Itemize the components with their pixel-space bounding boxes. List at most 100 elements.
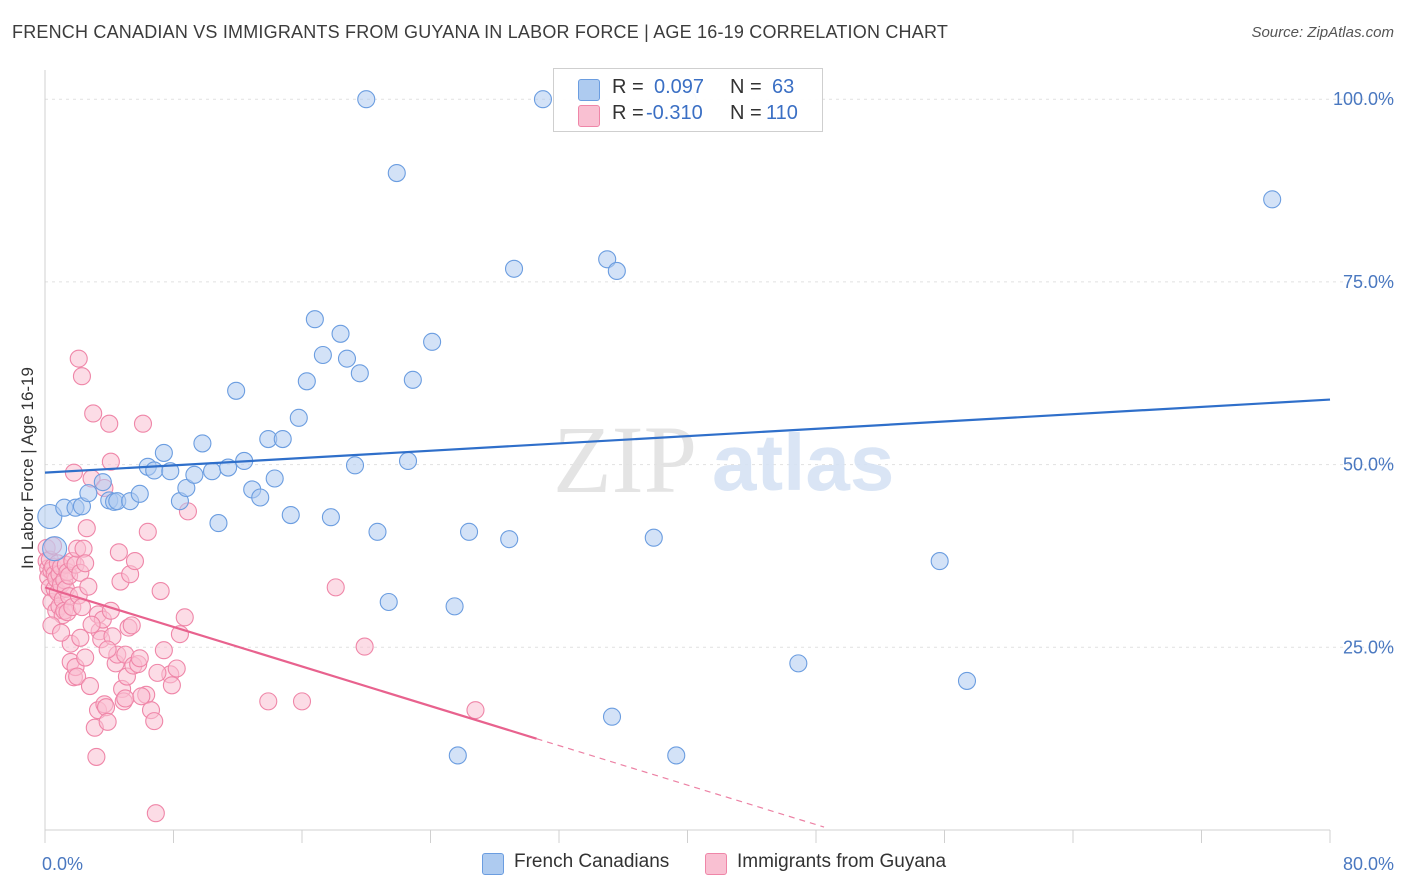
y-tick-label: 25.0% <box>1343 637 1394 657</box>
french-canadian-point <box>154 443 173 462</box>
french-canadian-point <box>504 259 524 278</box>
guyana-point <box>138 522 157 541</box>
correlation-legend: R = 0.097 N = 63 R = -0.310 N = 110 <box>553 68 823 132</box>
french-canadian-point <box>459 522 479 541</box>
french-canadian-point <box>644 528 663 547</box>
french-canadian-point <box>297 372 316 391</box>
guyana-point <box>175 608 194 627</box>
guyana-point <box>69 349 88 368</box>
guyana-point <box>292 692 312 711</box>
guyana-point <box>466 701 485 720</box>
legend-n-value: 110 <box>766 102 798 124</box>
series-guyana-points <box>37 349 485 823</box>
guyana-point <box>98 640 117 659</box>
french-canadian-point <box>350 364 369 383</box>
french-canadian-point <box>185 465 204 484</box>
guyana-point <box>148 663 167 682</box>
french-canadian-point <box>598 250 617 269</box>
french-canadian-point <box>227 381 246 400</box>
legend-swatch-pink <box>705 853 727 875</box>
guyana-point <box>133 414 153 433</box>
y-tick-label: 100.0% <box>1333 89 1394 109</box>
french-canadian-point <box>313 345 332 365</box>
legend-swatch-pink <box>578 105 600 127</box>
guyana-point <box>100 414 119 433</box>
y-tick-label: 50.0% <box>1343 455 1394 475</box>
guyana-point <box>116 689 135 708</box>
guyana-point <box>122 616 141 635</box>
guyana-point <box>132 687 151 706</box>
french-canadian-point <box>667 746 686 765</box>
tick-labels: 25.0% 50.0% 75.0% 100.0% 0.0% 80.0% <box>42 89 1394 874</box>
french-canadian-point <box>93 473 112 492</box>
french-canadian-point <box>423 332 442 351</box>
french-canadian-point <box>305 310 324 329</box>
guyana-point <box>77 519 96 538</box>
french-canadian-point <box>368 522 387 541</box>
guyana-point <box>76 648 95 667</box>
watermark-zip: ZIP <box>553 406 697 513</box>
guyana-point <box>84 404 103 423</box>
french-canadian-point <box>337 349 357 368</box>
guyana-point <box>82 615 101 634</box>
bottom-legend-french-canadians[interactable]: French Canadians <box>482 850 682 878</box>
guyana-point <box>151 581 170 601</box>
french-canadian-point <box>289 408 308 427</box>
french-canadian-point <box>79 484 98 503</box>
french-canadian-point <box>345 456 365 475</box>
french-canadian-point <box>193 434 212 453</box>
guyana-point <box>79 577 98 596</box>
guyana-point <box>130 649 149 668</box>
axes <box>44 70 1331 843</box>
legend-r-value: 0.097 <box>654 76 705 98</box>
french-canadian-point <box>607 261 626 281</box>
french-canadian-point <box>209 514 228 533</box>
french-canadian-point <box>265 469 284 488</box>
french-canadian-point <box>281 505 300 525</box>
french-canadian-point <box>357 90 376 109</box>
french-canadian-point <box>403 370 422 389</box>
guyana-point <box>125 552 144 571</box>
french-canadian-point <box>203 462 222 481</box>
guyana-point <box>355 637 374 656</box>
legend-swatch-blue <box>482 853 504 875</box>
guyana-point <box>71 628 90 647</box>
guyana-point <box>64 463 83 482</box>
french-canadian-point <box>321 508 340 527</box>
legend-n-label: N = <box>730 102 762 124</box>
french-canadian-point <box>602 707 622 726</box>
guyana-point <box>52 623 71 642</box>
french-canadian-trend-line <box>44 398 1331 474</box>
legend-r-label: R = <box>612 76 644 98</box>
french-canadian-point <box>500 530 519 549</box>
gridlines <box>45 98 1392 648</box>
legend-n-value: 63 <box>772 76 795 98</box>
bottom-legend-guyana[interactable]: Immigrants from Guyana <box>705 850 965 878</box>
source-label: Source: ZipAtlas.com <box>1251 24 1394 41</box>
y-axis-label: In Labor Force | Age 16-19 <box>18 367 37 569</box>
guyana-point <box>101 452 120 471</box>
french-canadian-point <box>42 536 68 562</box>
french-canadian-point <box>930 552 949 571</box>
guyana-trend-line <box>44 586 537 740</box>
guyana-point <box>72 367 91 386</box>
guyana-point <box>98 712 117 731</box>
french-canadian-point <box>789 654 808 673</box>
french-canadian-point <box>251 488 270 507</box>
watermark-atlas: atlas <box>712 418 894 507</box>
french-canadian-point <box>387 163 406 183</box>
french-canadian-point <box>130 484 149 503</box>
french-canadian-point <box>445 597 464 616</box>
legend-swatch-blue <box>578 79 600 101</box>
guyana-point <box>87 747 106 766</box>
guyana-point <box>154 641 173 660</box>
french-canadian-point <box>379 592 398 612</box>
legend-series-label: Immigrants from Guyana <box>737 851 947 872</box>
guyana-point <box>167 659 186 678</box>
legend-r-value: -0.310 <box>646 102 703 124</box>
legend-n-label: N = <box>730 76 762 98</box>
french-canadian-point <box>448 746 467 765</box>
x-tick-label: 80.0% <box>1343 854 1394 874</box>
guyana-point <box>109 543 128 562</box>
guyana-point <box>162 676 181 695</box>
